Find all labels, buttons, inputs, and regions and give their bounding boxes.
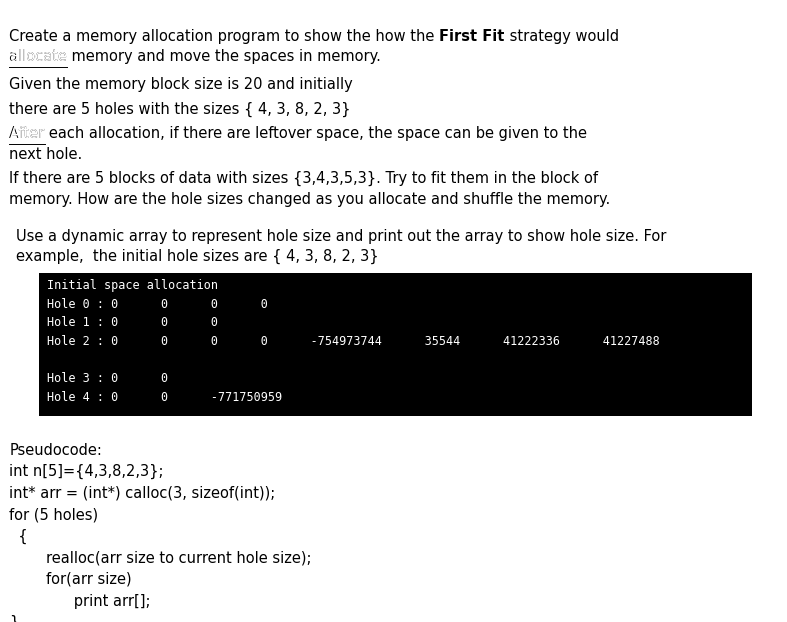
Text: Hole 0 : 0      0      0      0: Hole 0 : 0 0 0 0 [47, 298, 268, 311]
Text: Hole 4 : 0      0      -771750959: Hole 4 : 0 0 -771750959 [47, 391, 283, 404]
Text: After: After [9, 126, 45, 141]
FancyBboxPatch shape [39, 273, 752, 416]
Text: Create a memory allocation program to show the how the: Create a memory allocation program to sh… [9, 29, 439, 44]
Text: Initial space allocation: Initial space allocation [47, 279, 218, 292]
Text: int* arr = (int*) calloc(3, sizeof(int));: int* arr = (int*) calloc(3, sizeof(int))… [9, 486, 275, 501]
Text: realloc(arr size to current hole size);: realloc(arr size to current hole size); [9, 550, 312, 565]
Text: print arr[];: print arr[]; [9, 593, 151, 608]
Text: }: } [9, 615, 19, 622]
Text: Given the memory block size is 20 and initially: Given the memory block size is 20 and in… [9, 77, 353, 92]
Text: Pseudocode:: Pseudocode: [9, 443, 102, 458]
Text: int n[5]={4,3,8,2,3};: int n[5]={4,3,8,2,3}; [9, 464, 164, 480]
Text: for (5 holes): for (5 holes) [9, 508, 98, 522]
Text: next hole.: next hole. [9, 147, 83, 162]
Text: for(arr size): for(arr size) [9, 572, 132, 587]
Text: Use a dynamic array to represent hole size and print out the array to show hole : Use a dynamic array to represent hole si… [16, 229, 666, 244]
Text: Hole 2 : 0      0      0      0      -754973744      35544      41222336      41: Hole 2 : 0 0 0 0 -754973744 35544 412223… [47, 335, 660, 348]
Text: example,  the initial hole sizes are { 4, 3, 8, 2, 3}: example, the initial hole sizes are { 4,… [16, 249, 379, 264]
Text: memory. How are the hole sizes changed as you allocate and shuffle the memory.: memory. How are the hole sizes changed a… [9, 192, 611, 207]
Text: strategy would: strategy would [504, 29, 619, 44]
Text: allocate memory and move the spaces in memory.: allocate memory and move the spaces in m… [9, 49, 382, 64]
Text: {: { [9, 529, 28, 544]
Text: there are 5 holes with the sizes { 4, 3, 8, 2, 3}: there are 5 holes with the sizes { 4, 3,… [9, 101, 351, 117]
Text: First Fit: First Fit [439, 29, 504, 44]
Text: If there are 5 blocks of data with sizes {3,4,3,5,3}. Try to fit them in the blo: If there are 5 blocks of data with sizes… [9, 171, 598, 187]
Text: After each allocation, if there are leftover space, the space can be given to th: After each allocation, if there are left… [9, 126, 587, 141]
Text: Hole 1 : 0      0      0: Hole 1 : 0 0 0 [47, 317, 218, 330]
Text: allocate: allocate [9, 49, 68, 64]
Text: Hole 3 : 0      0: Hole 3 : 0 0 [47, 373, 168, 386]
